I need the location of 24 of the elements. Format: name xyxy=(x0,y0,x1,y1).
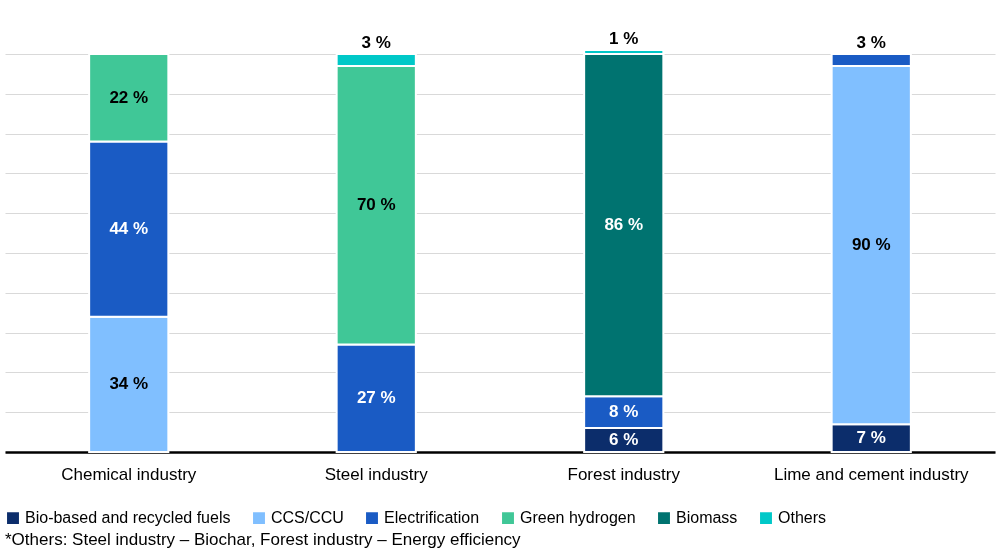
data-label: 44 % xyxy=(109,219,149,239)
data-label: 3 % xyxy=(361,32,391,52)
legend-label: Green hydrogen xyxy=(520,509,636,527)
legend-label: Electrification xyxy=(384,509,480,527)
data-label: 3 % xyxy=(856,32,886,52)
data-label: 7 % xyxy=(856,428,886,448)
legend-label: Bio-based and recycled fuels xyxy=(25,509,231,527)
data-label: 22 % xyxy=(109,87,149,107)
legend-label: Others xyxy=(778,509,827,527)
data-label: 90 % xyxy=(851,235,891,255)
data-label: 86 % xyxy=(604,215,644,235)
data-label: 27 % xyxy=(356,388,396,408)
x-tick-label: Steel industry xyxy=(324,464,429,484)
legend-label: CCS/CCU xyxy=(271,509,344,527)
x-tick-label: Forest industry xyxy=(567,464,681,484)
legend-label: Biomass xyxy=(676,509,738,527)
data-label: 8 % xyxy=(609,402,639,422)
x-tick-label: Chemical industry xyxy=(61,464,197,484)
data-label: 70 % xyxy=(356,195,396,215)
x-tick-label: Lime and cement industry xyxy=(773,464,970,484)
text: *Others: Steel industry – Biochar, Forest industry – Energy efficiency xyxy=(5,530,522,549)
data-label: 6 % xyxy=(609,430,639,450)
data-label: 1 % xyxy=(609,29,639,48)
data-label: 34 % xyxy=(109,374,149,394)
